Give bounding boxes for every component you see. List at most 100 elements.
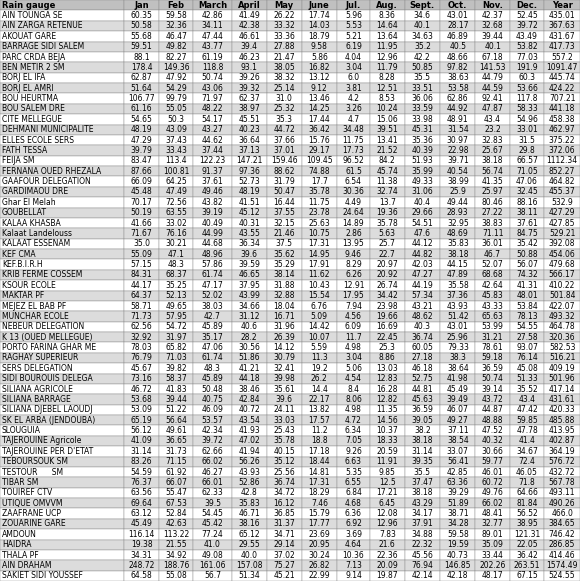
Text: 35.36: 35.36: [411, 135, 433, 145]
FancyBboxPatch shape: [193, 197, 231, 207]
Text: 37.5: 37.5: [276, 239, 293, 248]
Text: 46.05: 46.05: [516, 468, 538, 476]
FancyBboxPatch shape: [193, 177, 231, 187]
Text: 68.37: 68.37: [165, 270, 187, 279]
FancyBboxPatch shape: [231, 571, 267, 581]
Text: 38.16: 38.16: [238, 519, 260, 529]
FancyBboxPatch shape: [510, 280, 544, 290]
FancyBboxPatch shape: [193, 52, 231, 62]
FancyBboxPatch shape: [404, 425, 440, 436]
FancyBboxPatch shape: [125, 156, 159, 166]
Text: 5.06: 5.06: [345, 364, 362, 373]
FancyBboxPatch shape: [125, 394, 159, 404]
Text: 20.59: 20.59: [376, 447, 398, 456]
FancyBboxPatch shape: [476, 342, 510, 353]
Text: 43.93: 43.93: [447, 302, 469, 311]
Text: 34.6: 34.6: [414, 11, 431, 20]
Text: 121.31: 121.31: [514, 530, 540, 539]
Text: 454.06: 454.06: [549, 250, 575, 259]
Text: 62.86: 62.86: [447, 94, 469, 103]
FancyBboxPatch shape: [267, 0, 302, 10]
FancyBboxPatch shape: [337, 62, 370, 73]
Text: 54.51: 54.51: [412, 218, 433, 228]
Text: 44.19: 44.19: [412, 281, 433, 290]
FancyBboxPatch shape: [267, 135, 302, 145]
Text: 38.18: 38.18: [482, 156, 503, 166]
FancyBboxPatch shape: [510, 508, 544, 519]
FancyBboxPatch shape: [159, 52, 193, 62]
FancyBboxPatch shape: [370, 83, 404, 94]
Text: 117.8: 117.8: [516, 94, 538, 103]
FancyBboxPatch shape: [476, 270, 510, 280]
Text: 19.36: 19.36: [376, 208, 398, 217]
Text: 26.22: 26.22: [274, 11, 295, 20]
FancyBboxPatch shape: [440, 374, 476, 384]
FancyBboxPatch shape: [404, 332, 440, 342]
FancyBboxPatch shape: [302, 415, 337, 425]
FancyBboxPatch shape: [0, 540, 125, 550]
FancyBboxPatch shape: [0, 94, 125, 104]
FancyBboxPatch shape: [510, 477, 544, 487]
FancyBboxPatch shape: [476, 73, 510, 83]
Text: 15.54: 15.54: [309, 291, 330, 300]
Text: 59.18: 59.18: [482, 353, 503, 363]
Text: 81.84: 81.84: [516, 498, 538, 508]
Text: ZAAFRANE UCP: ZAAFRANE UCP: [2, 509, 61, 518]
FancyBboxPatch shape: [302, 540, 337, 550]
FancyBboxPatch shape: [370, 311, 404, 322]
FancyBboxPatch shape: [267, 290, 302, 301]
FancyBboxPatch shape: [159, 415, 193, 425]
FancyBboxPatch shape: [193, 446, 231, 457]
FancyBboxPatch shape: [337, 457, 370, 467]
Text: 11.75: 11.75: [309, 198, 330, 207]
Text: 43.77: 43.77: [201, 42, 223, 51]
Text: 40.0: 40.0: [241, 551, 258, 560]
Text: 420.33: 420.33: [549, 406, 575, 414]
Text: 56.52: 56.52: [516, 509, 538, 518]
FancyBboxPatch shape: [544, 487, 580, 498]
Text: 36.85: 36.85: [273, 509, 295, 518]
FancyBboxPatch shape: [267, 177, 302, 187]
Text: 12.96: 12.96: [376, 519, 398, 529]
Text: 48.19: 48.19: [238, 188, 260, 196]
FancyBboxPatch shape: [231, 10, 267, 21]
FancyBboxPatch shape: [510, 342, 544, 353]
Text: 20.95: 20.95: [309, 540, 330, 549]
FancyBboxPatch shape: [231, 519, 267, 529]
FancyBboxPatch shape: [510, 197, 544, 207]
Text: 7.83: 7.83: [379, 530, 396, 539]
Text: 188.76: 188.76: [163, 561, 189, 570]
Text: 27.58: 27.58: [516, 333, 538, 342]
FancyBboxPatch shape: [337, 290, 370, 301]
Text: 402.87: 402.87: [549, 436, 575, 446]
Text: 55.05: 55.05: [165, 105, 187, 113]
FancyBboxPatch shape: [302, 73, 337, 83]
FancyBboxPatch shape: [337, 404, 370, 415]
FancyBboxPatch shape: [337, 83, 370, 94]
Text: 43.29: 43.29: [412, 498, 433, 508]
FancyBboxPatch shape: [544, 508, 580, 519]
FancyBboxPatch shape: [404, 384, 440, 394]
FancyBboxPatch shape: [510, 177, 544, 187]
Text: 46.47: 46.47: [165, 32, 187, 41]
FancyBboxPatch shape: [370, 10, 404, 21]
Text: 9.85: 9.85: [379, 468, 396, 476]
FancyBboxPatch shape: [159, 239, 193, 249]
FancyBboxPatch shape: [476, 571, 510, 581]
FancyBboxPatch shape: [440, 487, 476, 498]
Text: 493.11: 493.11: [549, 488, 575, 497]
Text: 47.27: 47.27: [412, 270, 433, 279]
Text: Dec.: Dec.: [517, 1, 538, 10]
Text: 39.71: 39.71: [447, 156, 469, 166]
Text: 87.66: 87.66: [130, 167, 153, 175]
Text: 39.44: 39.44: [481, 32, 503, 41]
FancyBboxPatch shape: [0, 62, 125, 73]
FancyBboxPatch shape: [440, 270, 476, 280]
Text: 106.77: 106.77: [128, 94, 155, 103]
Text: 35.42: 35.42: [516, 239, 538, 248]
Text: 5.21: 5.21: [345, 32, 362, 41]
FancyBboxPatch shape: [159, 94, 193, 104]
FancyBboxPatch shape: [544, 228, 580, 239]
FancyBboxPatch shape: [267, 218, 302, 228]
FancyBboxPatch shape: [231, 280, 267, 290]
